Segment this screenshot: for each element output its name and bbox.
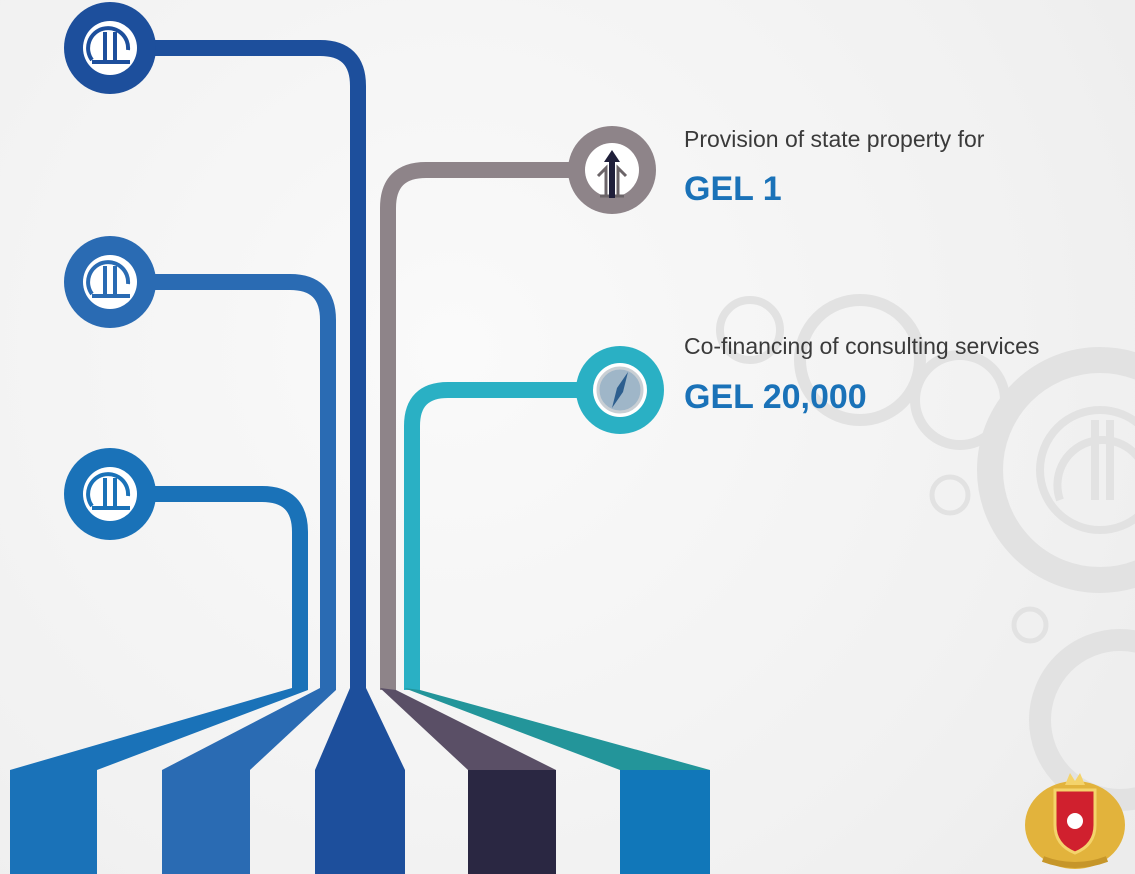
pipe [110, 486, 308, 690]
block [10, 770, 97, 874]
pipe [404, 382, 620, 690]
block-slant [10, 688, 308, 770]
gear-symbol [1053, 420, 1135, 502]
block-slant [315, 688, 405, 770]
node [576, 346, 664, 434]
background-gears [716, 294, 1135, 811]
gear [1036, 406, 1135, 534]
node [64, 2, 156, 94]
gear [1011, 606, 1049, 644]
block [315, 770, 405, 874]
item-text: Co-financing of consulting services [684, 333, 1040, 359]
bottom-blocks [10, 688, 710, 874]
nodes [64, 2, 664, 540]
node [64, 448, 156, 540]
gear [716, 296, 784, 364]
block-slant [162, 688, 336, 770]
item-amount: GEL 20,000 [684, 378, 867, 416]
block [468, 770, 556, 874]
block [162, 770, 250, 874]
block-slant [380, 688, 556, 770]
gear [794, 294, 926, 426]
pipes [110, 40, 620, 690]
node [568, 126, 656, 214]
pipe [110, 274, 336, 690]
item-text: Provision of state property for [684, 126, 985, 152]
gear [910, 350, 1010, 450]
block-slant [404, 688, 710, 770]
gear [929, 474, 971, 516]
pipe [380, 162, 612, 690]
node [64, 236, 156, 328]
item-amount: GEL 1 [684, 170, 782, 208]
gear [977, 347, 1135, 593]
pipe [110, 40, 366, 690]
gear [1029, 629, 1135, 811]
coat-of-arms [1025, 773, 1125, 869]
block [620, 770, 710, 874]
